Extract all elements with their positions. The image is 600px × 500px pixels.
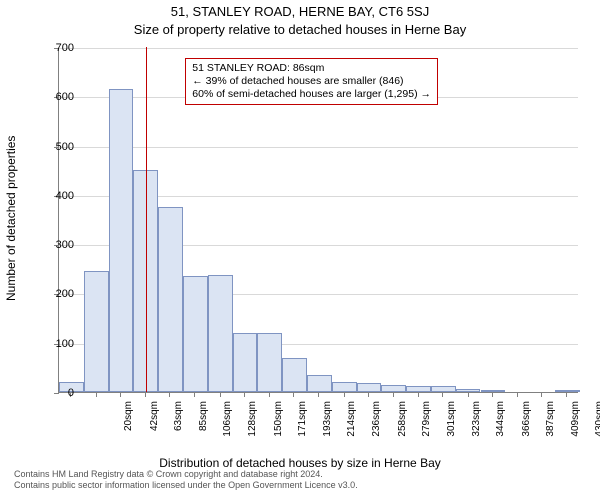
x-tick-mark: [368, 392, 369, 397]
histogram-bar: [481, 390, 506, 392]
x-tick-label: 42sqm: [149, 401, 160, 451]
x-tick-label: 214sqm: [346, 401, 357, 451]
chart-subtitle: Size of property relative to detached ho…: [0, 22, 600, 37]
x-tick-label: 193sqm: [322, 401, 333, 451]
footer-line1: Contains HM Land Registry data © Crown c…: [14, 469, 358, 480]
x-tick-mark: [194, 392, 195, 397]
y-tick-label: 700: [34, 42, 74, 54]
histogram-bar: [109, 89, 134, 392]
x-tick-label: 150sqm: [273, 401, 284, 451]
x-tick-label: 387sqm: [545, 401, 556, 451]
plot-area: 51 STANLEY ROAD: 86sqm ← 39% of detached…: [58, 48, 578, 393]
x-tick-label: 63sqm: [173, 401, 184, 451]
histogram-bar: [332, 382, 357, 392]
x-tick-mark: [517, 392, 518, 397]
x-tick-label: 323sqm: [471, 401, 482, 451]
y-tick-label: 0: [34, 387, 74, 399]
x-tick-mark: [393, 392, 394, 397]
x-tick-label: 236sqm: [371, 401, 382, 451]
property-marker-line: [146, 47, 147, 392]
gridline: [59, 147, 578, 148]
x-tick-label: 106sqm: [222, 401, 233, 451]
x-tick-mark: [145, 392, 146, 397]
x-tick-mark: [442, 392, 443, 397]
y-axis-label: Number of detached properties: [4, 135, 18, 300]
footer-line2: Contains public sector information licen…: [14, 480, 358, 491]
x-tick-mark: [344, 392, 345, 397]
histogram-bar: [183, 276, 208, 392]
annotation-line2: ← 39% of detached houses are smaller (84…: [192, 75, 431, 88]
histogram-bar: [282, 358, 307, 393]
annotation-box: 51 STANLEY ROAD: 86sqm ← 39% of detached…: [185, 58, 438, 105]
x-axis-label: Distribution of detached houses by size …: [0, 456, 600, 470]
histogram-bar: [357, 383, 382, 392]
x-tick-mark: [96, 392, 97, 397]
x-tick-mark: [566, 392, 567, 397]
x-tick-mark: [468, 392, 469, 397]
x-tick-mark: [418, 392, 419, 397]
x-tick-mark: [492, 392, 493, 397]
chart-container: 51, STANLEY ROAD, HERNE BAY, CT6 5SJ Siz…: [0, 0, 600, 500]
x-tick-label: 366sqm: [521, 401, 532, 451]
page-title: 51, STANLEY ROAD, HERNE BAY, CT6 5SJ: [0, 4, 600, 19]
histogram-bar: [84, 271, 109, 392]
x-tick-label: 20sqm: [123, 401, 134, 451]
x-tick-mark: [220, 392, 221, 397]
y-tick-label: 500: [34, 141, 74, 153]
x-tick-label: 85sqm: [198, 401, 209, 451]
x-tick-label: 344sqm: [495, 401, 506, 451]
x-tick-label: 301sqm: [446, 401, 457, 451]
histogram-bar: [208, 275, 233, 392]
y-tick-label: 600: [34, 91, 74, 103]
y-tick-label: 400: [34, 190, 74, 202]
x-tick-mark: [169, 392, 170, 397]
gridline: [59, 48, 578, 49]
x-tick-label: 409sqm: [570, 401, 581, 451]
histogram-bar: [381, 385, 406, 392]
x-tick-label: 128sqm: [247, 401, 258, 451]
histogram-bar: [158, 207, 183, 392]
annotation-line1: 51 STANLEY ROAD: 86sqm: [192, 62, 431, 75]
x-tick-label: 171sqm: [297, 401, 308, 451]
x-tick-label: 430sqm: [594, 401, 600, 451]
x-tick-label: 279sqm: [421, 401, 432, 451]
y-tick-label: 100: [34, 338, 74, 350]
x-tick-mark: [318, 392, 319, 397]
x-tick-mark: [120, 392, 121, 397]
histogram-bar: [233, 333, 258, 392]
x-tick-mark: [244, 392, 245, 397]
x-tick-mark: [269, 392, 270, 397]
y-tick-label: 300: [34, 239, 74, 251]
footer-attribution: Contains HM Land Registry data © Crown c…: [14, 469, 358, 491]
histogram-bar: [257, 333, 282, 392]
x-tick-label: 258sqm: [397, 401, 408, 451]
histogram-bar: [307, 375, 332, 392]
y-tick-label: 200: [34, 288, 74, 300]
annotation-line3: 60% of semi-detached houses are larger (…: [192, 88, 431, 101]
x-tick-mark: [293, 392, 294, 397]
x-tick-mark: [541, 392, 542, 397]
